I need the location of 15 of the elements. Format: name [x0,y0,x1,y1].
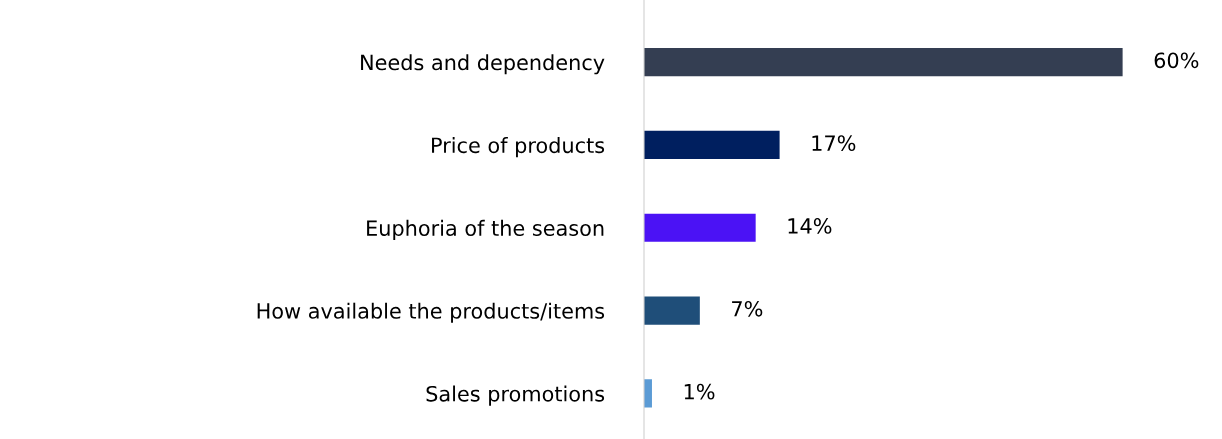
y-tick-label: Needs and dependency [361,54,605,75]
bar [643,296,700,325]
bar [643,213,756,242]
bar [643,379,652,408]
data-label: 7% [732,300,763,317]
y-tick-label: Euphoria of the season [367,219,604,241]
y-tick-label: How available the products/items [257,302,605,323]
data-label: 60% [1154,52,1199,69]
y-tick-label: Price of products [432,137,605,158]
bar [643,130,780,160]
data-label: 1% [684,383,715,400]
y-tick-label: Sales promotions [426,385,605,406]
data-label: 14% [788,218,832,234]
bar [643,48,1123,77]
data-label: 17% [812,135,856,151]
